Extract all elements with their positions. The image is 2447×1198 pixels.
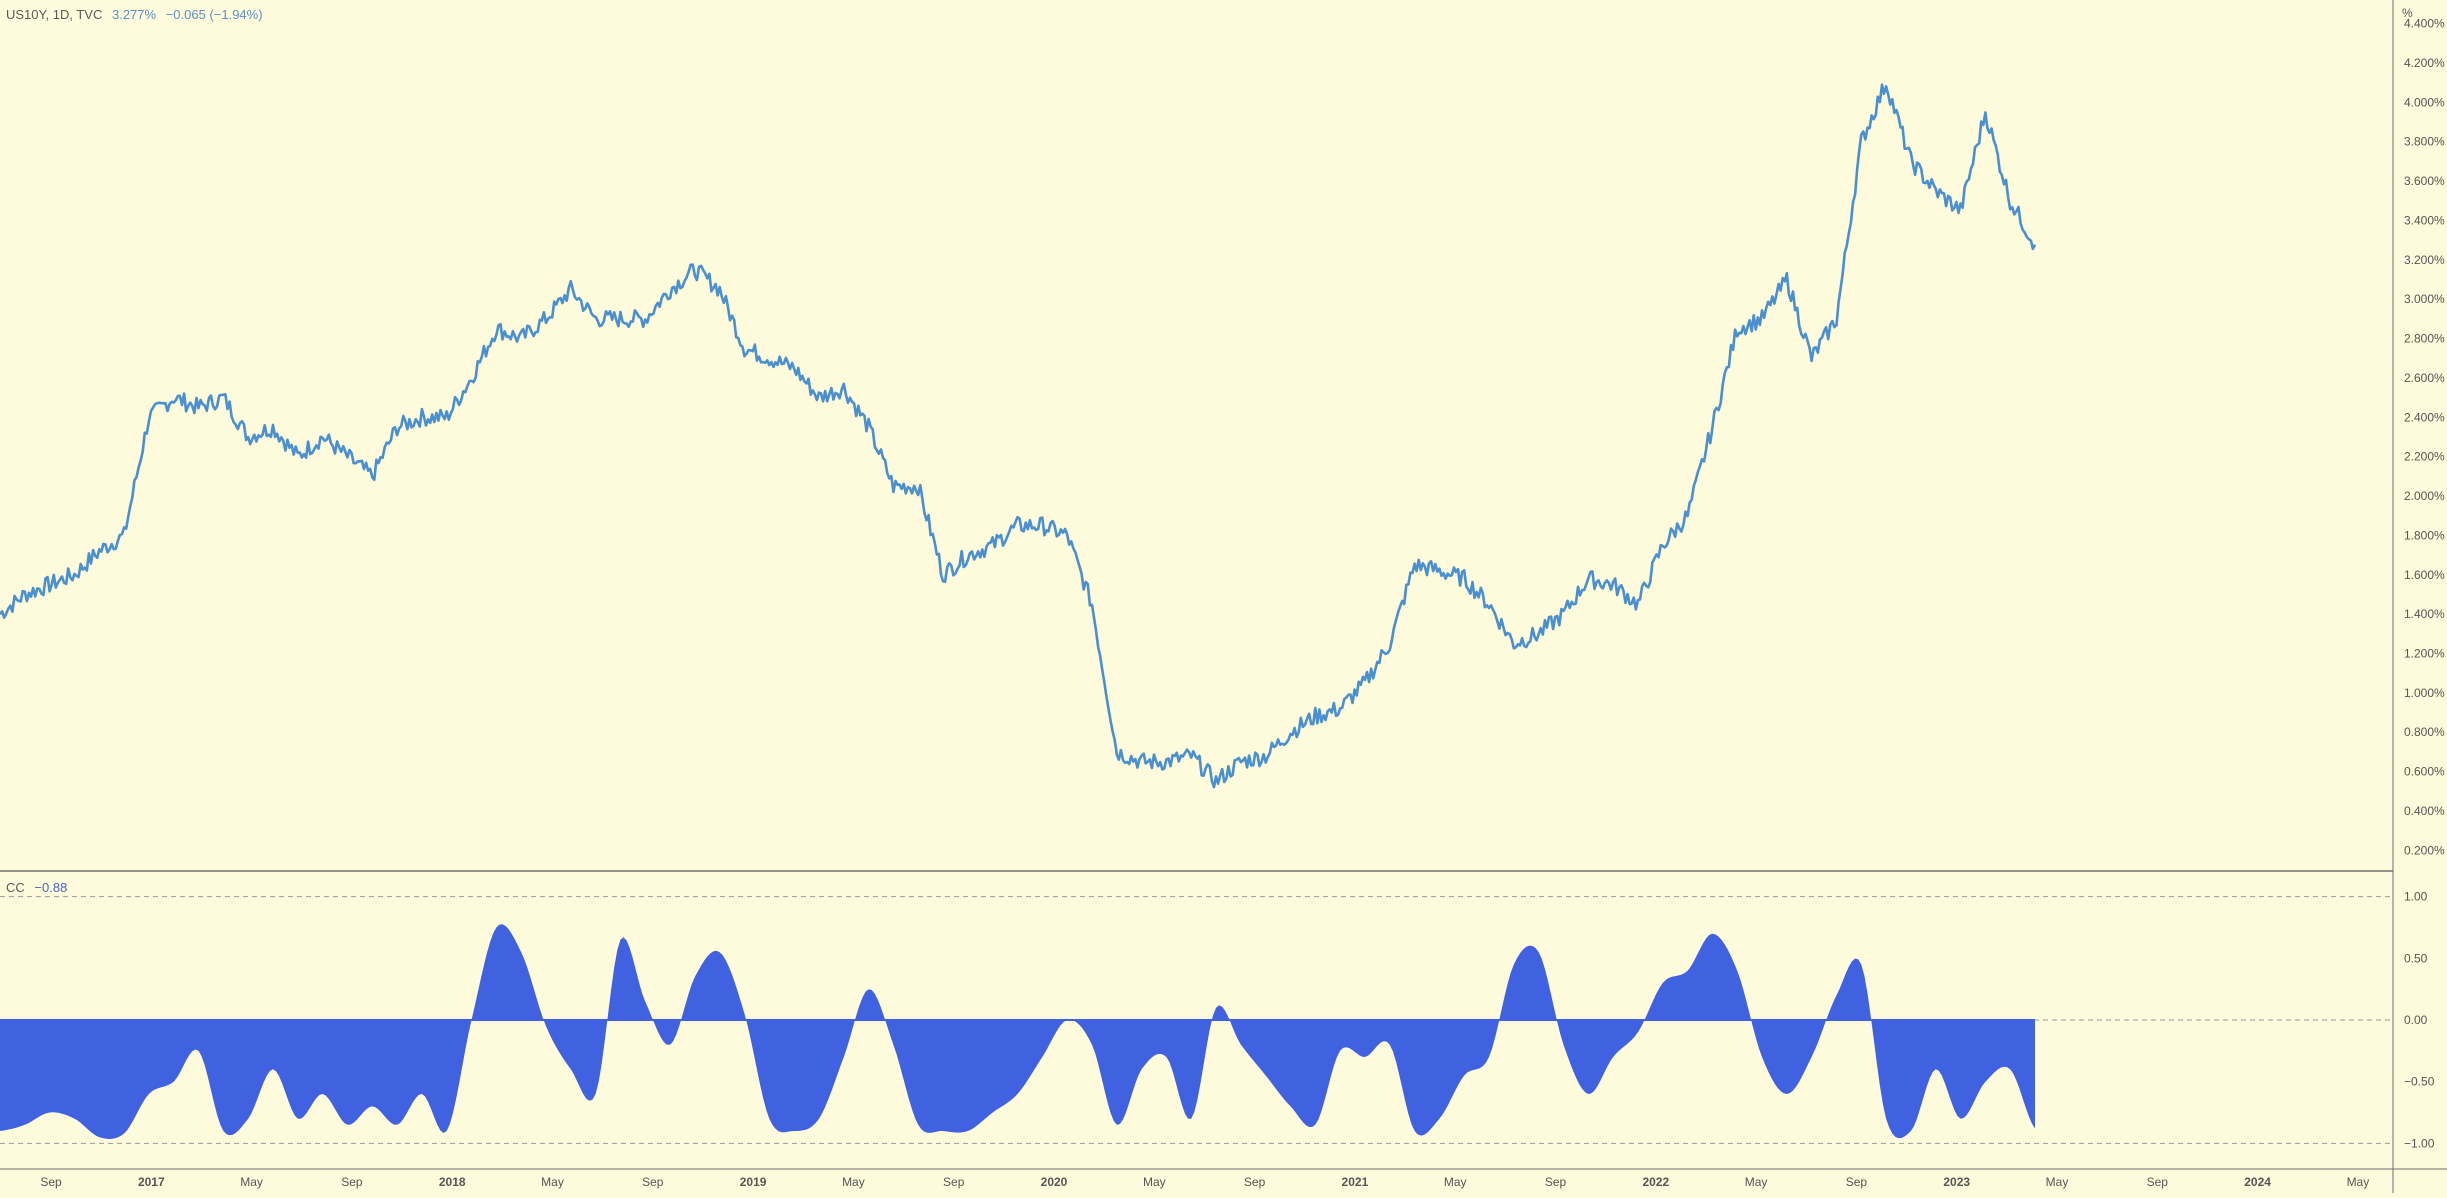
price-layer: [0, 83, 2037, 789]
price-tick-label: 4.000%: [2404, 95, 2445, 109]
time-axis-label: Sep: [642, 1175, 664, 1189]
cc-indicator-label: CC: [6, 880, 25, 895]
time-axis-label: May: [2046, 1175, 2069, 1189]
time-axis-label: 2017: [138, 1175, 165, 1189]
price-tick-label: 1.000%: [2404, 686, 2445, 700]
price-tick-label: 0.800%: [2404, 725, 2445, 739]
price-tick-label: 3.200%: [2404, 253, 2445, 267]
time-axis-label: Sep: [40, 1175, 62, 1189]
time-axis-label: Sep: [1846, 1175, 1868, 1189]
cc-pane-legend[interactable]: CC −0.88: [6, 880, 67, 895]
price-tick-label: 1.400%: [2404, 607, 2445, 621]
price-tick-label: 2.400%: [2404, 410, 2445, 424]
price-tick-label: 1.800%: [2404, 528, 2445, 542]
price-unit-label: %: [2402, 6, 2413, 20]
time-axis-label: May: [240, 1175, 263, 1189]
time-axis-label: 2024: [2244, 1175, 2271, 1189]
cc-tick-label: 1.00: [2404, 890, 2428, 904]
time-axis-label: Sep: [2147, 1175, 2169, 1189]
price-tick-label: 2.600%: [2404, 371, 2445, 385]
price-change-value: −0.065 (−1.94%): [165, 7, 263, 22]
time-axis-label: May: [1143, 1175, 1166, 1189]
us10y-price-line: [0, 83, 2037, 789]
price-tick-label: 1.200%: [2404, 646, 2445, 660]
time-axis-label: 2018: [439, 1175, 466, 1189]
price-tick-label: 2.800%: [2404, 332, 2445, 346]
price-tick-label: 0.600%: [2404, 765, 2445, 779]
price-pane-legend[interactable]: US10Y, 1D, TVC 3.277% −0.065 (−1.94%): [6, 7, 263, 22]
cc-tick-label: −0.50: [2404, 1075, 2435, 1089]
cc-tick-label: 0.00: [2404, 1013, 2428, 1027]
price-tick-label: 2.000%: [2404, 489, 2445, 503]
price-tick-label: 4.200%: [2404, 56, 2445, 70]
time-axis-label: Sep: [1244, 1175, 1266, 1189]
labels-layer: %4.400% 4.200% 4.000% 3.800% 3.600% 3.400% 3.2…: [40, 6, 2445, 1189]
cc-tick-label: −1.00: [2404, 1136, 2435, 1150]
price-tick-label: 1.600%: [2404, 568, 2445, 582]
time-axis-label: May: [1444, 1175, 1467, 1189]
cc-tick-label: 0.50: [2404, 951, 2428, 965]
symbol-label: US10Y, 1D, TVC: [6, 7, 103, 22]
time-axis-label: May: [2347, 1175, 2370, 1189]
price-tick-label: 3.000%: [2404, 292, 2445, 306]
time-axis-label: Sep: [1545, 1175, 1567, 1189]
time-axis-label: 2021: [1342, 1175, 1369, 1189]
cc-layer: [0, 924, 2035, 1139]
price-tick-label: 4.400%: [2404, 17, 2445, 31]
time-axis-label: 2020: [1041, 1175, 1068, 1189]
time-axis-label: Sep: [943, 1175, 965, 1189]
price-tick-label: 0.400%: [2404, 804, 2445, 818]
cc-indicator-value: −0.88: [34, 880, 68, 895]
time-axis-label: May: [541, 1175, 564, 1189]
time-axis-label: 2022: [1642, 1175, 1669, 1189]
time-axis-label: 2019: [740, 1175, 767, 1189]
time-axis-label: May: [1745, 1175, 1768, 1189]
price-tick-label: 3.800%: [2404, 135, 2445, 149]
time-axis-label: 2023: [1943, 1175, 1970, 1189]
price-tick-label: 0.200%: [2404, 843, 2445, 857]
price-tick-label: 2.200%: [2404, 450, 2445, 464]
cc-area: [0, 924, 2035, 1139]
price-tick-label: 3.600%: [2404, 174, 2445, 188]
time-axis-label: May: [842, 1175, 865, 1189]
last-price-value: 3.277%: [111, 7, 157, 22]
price-tick-label: 3.400%: [2404, 213, 2445, 227]
time-axis-label: Sep: [341, 1175, 363, 1189]
